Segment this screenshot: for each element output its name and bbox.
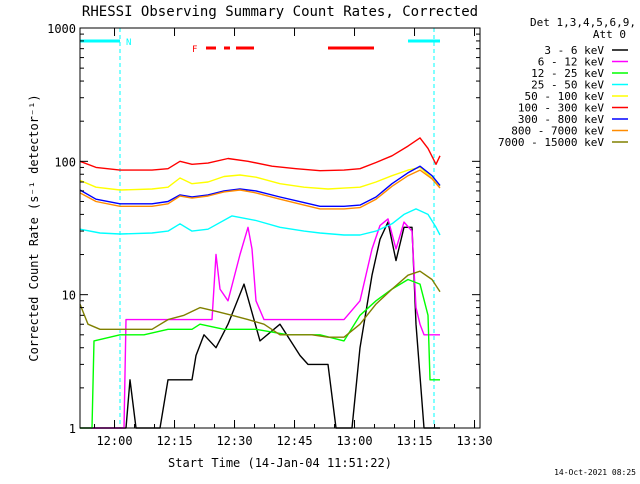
series-line-8 — [79, 270, 441, 338]
flag-label-0: N — [126, 38, 131, 48]
x-tick-label-0: 12:00 — [96, 434, 132, 448]
legend-label-2: 12 - 25 keV — [531, 67, 604, 80]
y-tick-label-2: 100 — [54, 155, 76, 169]
plot-frame — [79, 27, 481, 429]
legend-label-0: 3 - 6 keV — [544, 44, 604, 57]
series-line-6 — [79, 165, 441, 208]
series-line-7 — [79, 169, 441, 210]
chart-title: RHESSI Observing Summary Count Rates, Co… — [82, 4, 478, 20]
y-tick-label-0: 1 — [69, 422, 76, 436]
x-tick-label-4: 13:00 — [336, 434, 372, 448]
legend-label-8: 7000 - 15000 keV — [498, 136, 604, 149]
axes-layer: 12:00 12:15 12:30 12:45 13:00 13:15 13:30 1 10 10… — [47, 22, 492, 448]
x-tick-label-5: 13:15 — [396, 434, 432, 448]
series-line-4 — [79, 166, 441, 191]
y-tick-label-3: 1000 — [47, 22, 76, 36]
series-line-3 — [79, 208, 441, 236]
legend-label-7: 800 - 7000 keV — [511, 125, 604, 138]
x-axis-label: Start Time (14-Jan-04 11:51:22) — [168, 456, 392, 470]
x-tick-label-2: 12:30 — [216, 434, 252, 448]
legend-label-6: 300 - 800 keV — [518, 113, 604, 126]
legend-header-line-1: Det 1,3,4,5,6,9, — [530, 16, 636, 29]
y-tick-label-1: 10 — [62, 289, 76, 303]
flag-label-1: F — [192, 45, 197, 55]
legend-label-4: 50 - 100 keV — [525, 90, 605, 103]
series-line-5 — [79, 137, 441, 172]
legend-label-3: 25 - 50 keV — [531, 79, 604, 92]
legend-label-5: 100 - 300 keV — [518, 102, 604, 115]
x-tick-label-1: 12:15 — [156, 434, 192, 448]
x-tick-label-6: 13:30 — [456, 434, 492, 448]
series-line-1 — [80, 218, 440, 429]
legend-label-1: 6 - 12 keV — [538, 56, 605, 69]
x-tick-label-3: 12:45 — [276, 434, 312, 448]
legend-header-line-2: Att 0 — [593, 28, 626, 41]
y-axis-label: Corrected Count Rate (s⁻¹ detector⁻¹) — [27, 94, 41, 361]
footer-timestamp: 14-Oct-2021 08:25 — [554, 468, 636, 477]
